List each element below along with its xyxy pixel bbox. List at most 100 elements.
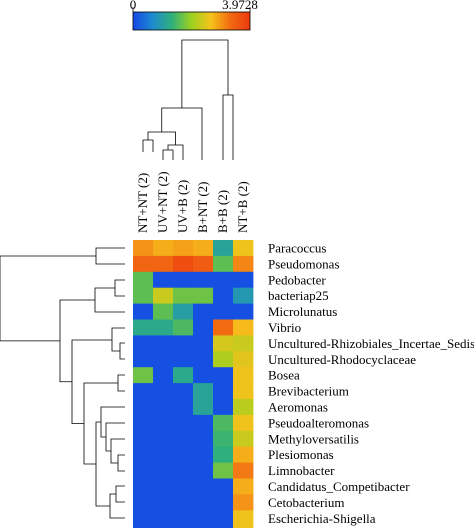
row-labels: ParacoccusPseudomonasPedobacterbacteriap… xyxy=(268,240,474,528)
heatmap-cell xyxy=(193,494,214,511)
row-label: Uncultured-Rhodocyclaceae xyxy=(268,352,416,367)
heatmap-cell xyxy=(213,494,234,511)
heatmap-cell xyxy=(233,240,254,257)
heatmap-cell xyxy=(193,271,214,289)
heatmap-cell xyxy=(173,478,194,495)
heatmap-cell xyxy=(213,303,234,320)
row-label: Bosea xyxy=(268,368,300,383)
heatmap-cell xyxy=(133,271,154,289)
row-label: Uncultured-Rhizobiales_Incertae_Sedis xyxy=(268,336,474,351)
heatmap-cell xyxy=(213,271,234,289)
heatmap-cell xyxy=(133,287,154,304)
heatmap-cell xyxy=(173,255,194,273)
heatmap-cells xyxy=(133,240,254,528)
heatmap-cell xyxy=(233,414,254,432)
heatmap-cell xyxy=(153,478,174,495)
heatmap-cell xyxy=(173,462,194,479)
heatmap-cell xyxy=(233,287,254,304)
heatmap-cell xyxy=(173,510,194,527)
heatmap-cell xyxy=(213,430,234,448)
heatmap-cell xyxy=(153,446,174,463)
heatmap-cell xyxy=(173,351,194,368)
heatmap-cell xyxy=(213,414,234,432)
heatmap-cell xyxy=(133,319,154,336)
heatmap-cell xyxy=(133,414,154,432)
heatmap-cell xyxy=(153,462,174,479)
heatmap-cell xyxy=(233,351,254,368)
heatmap-cell xyxy=(233,478,254,495)
row-label: Pedobacter xyxy=(268,272,326,287)
row-label: bacteriap25 xyxy=(268,288,329,303)
heatmap-cell xyxy=(153,510,174,527)
column-label: B+B (2) xyxy=(215,190,230,233)
heatmap-cell xyxy=(233,526,254,528)
heatmap-cell xyxy=(233,446,254,463)
heatmap-cell xyxy=(173,335,194,352)
heatmap-cell xyxy=(213,510,234,527)
heatmap-cell xyxy=(133,494,154,511)
row-label: Cetobacterium xyxy=(268,495,345,510)
heatmap-cell xyxy=(193,414,214,432)
heatmap-cell xyxy=(193,462,214,479)
heatmap-cell xyxy=(133,383,154,400)
heatmap-cell xyxy=(193,430,214,448)
row-label: Pseudomonas xyxy=(268,256,340,271)
row-label: Escherichia-Shigella xyxy=(268,511,376,526)
heatmap-cell xyxy=(173,383,194,400)
heatmap-cell xyxy=(133,446,154,463)
color-scale-max-label: 3.9728 xyxy=(222,0,258,12)
heatmap-cell xyxy=(133,240,154,257)
row-label: Methylophilus xyxy=(268,527,344,528)
heatmap-cell xyxy=(193,335,214,352)
row-label: Brevibacterium xyxy=(268,384,349,399)
heatmap-cell xyxy=(213,240,234,257)
row-label: Candidatus_Competibacter xyxy=(268,479,410,494)
heatmap-cell xyxy=(213,255,234,273)
heatmap-cell xyxy=(193,240,214,257)
heatmap-cell xyxy=(233,383,254,400)
heatmap-cell xyxy=(153,271,174,289)
color-scale: 0 3.9728 xyxy=(130,0,258,31)
heatmap-cell xyxy=(193,510,214,527)
heatmap-cell xyxy=(193,351,214,368)
color-scale-min-label: 0 xyxy=(130,0,137,12)
heatmap-cell xyxy=(213,399,234,416)
column-labels: NT+NT (2) UV+NT (2) UV+B (2) B+NT (2) B+B (2… xyxy=(135,171,250,233)
heatmap-cell xyxy=(213,367,234,384)
heatmap-cell xyxy=(133,462,154,479)
heatmap-cell xyxy=(193,399,214,416)
heatmap-cell xyxy=(153,287,174,304)
heatmap-cell xyxy=(213,287,234,304)
row-label: Methyloversatilis xyxy=(268,431,359,446)
heatmap-cell xyxy=(173,367,194,384)
heatmap-cell xyxy=(173,526,194,528)
heatmap-cell xyxy=(233,367,254,384)
heatmap-cell xyxy=(133,367,154,384)
heatmap-cell xyxy=(193,367,214,384)
heatmap-cell xyxy=(153,303,174,320)
heatmap-cell xyxy=(233,510,254,527)
heatmap-cell xyxy=(133,430,154,448)
heatmap-cell xyxy=(193,446,214,463)
heatmap-cell xyxy=(173,494,194,511)
heatmap-cell xyxy=(173,414,194,432)
heatmap-cell xyxy=(173,303,194,320)
heatmap-cell xyxy=(233,462,254,479)
heatmap-cell xyxy=(173,446,194,463)
heatmap-cell xyxy=(233,335,254,352)
heatmap-cell xyxy=(153,399,174,416)
heatmap-cell xyxy=(173,430,194,448)
row-label: Pseudoalteromonas xyxy=(268,415,369,430)
heatmap-cell xyxy=(153,351,174,368)
heatmap-cell xyxy=(213,462,234,479)
row-label: Microlunatus xyxy=(268,304,337,319)
heatmap-cell xyxy=(213,446,234,463)
heatmap-cell xyxy=(193,478,214,495)
column-label: UV+NT (2) xyxy=(155,171,170,233)
heatmap-cell xyxy=(173,319,194,336)
heatmap-cell xyxy=(133,335,154,352)
heatmap-cell xyxy=(213,335,234,352)
column-label: NT+B (2) xyxy=(235,181,250,233)
heatmap-cell xyxy=(153,526,174,528)
